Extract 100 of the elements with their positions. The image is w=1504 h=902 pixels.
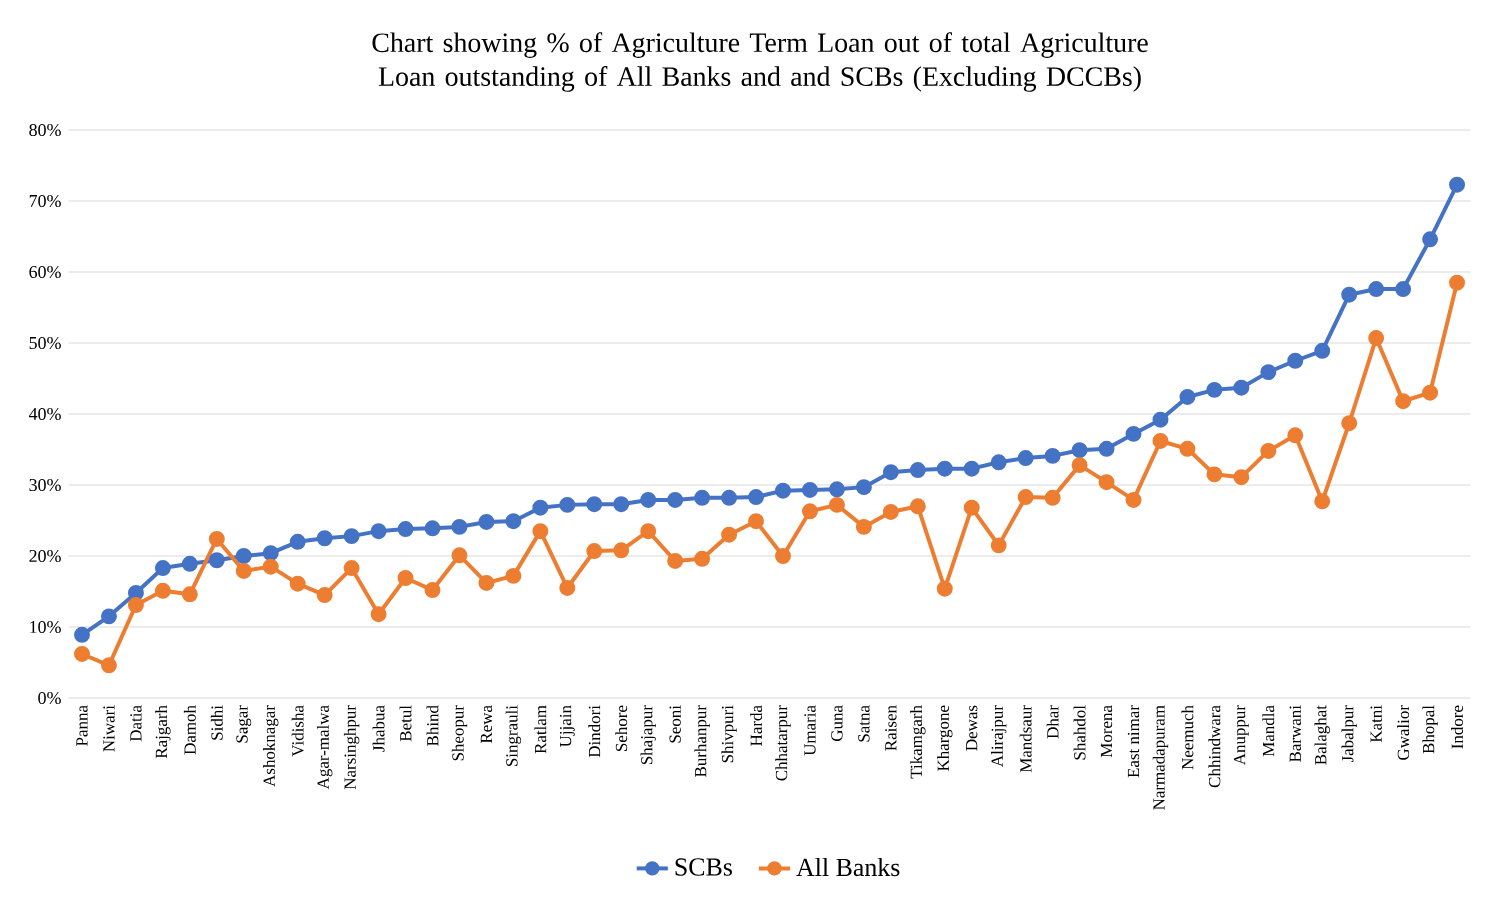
y-tick-label: 70% bbox=[29, 194, 61, 208]
point bbox=[613, 542, 630, 559]
y-tick-label: 30% bbox=[29, 478, 61, 492]
point bbox=[208, 552, 225, 569]
point bbox=[154, 582, 171, 599]
x-tick-label: Anuppur bbox=[1233, 705, 1249, 766]
point bbox=[127, 597, 144, 613]
point bbox=[74, 646, 90, 662]
point bbox=[1449, 274, 1466, 291]
point bbox=[694, 550, 711, 567]
y-tick-label: 80% bbox=[29, 123, 61, 137]
point bbox=[667, 552, 684, 569]
point bbox=[990, 537, 1007, 554]
point bbox=[397, 570, 414, 586]
point bbox=[235, 548, 252, 564]
x-tick-label: Balaghat bbox=[1314, 705, 1330, 765]
y-tick-label: 60% bbox=[29, 265, 61, 279]
point bbox=[343, 528, 360, 545]
x-tick-label: Shahdol bbox=[1073, 705, 1086, 760]
point bbox=[1017, 489, 1034, 506]
point bbox=[289, 575, 306, 592]
point bbox=[532, 499, 549, 516]
x-tick-label: Dewas bbox=[966, 705, 978, 751]
point bbox=[559, 496, 576, 513]
point bbox=[721, 526, 738, 543]
point bbox=[1125, 425, 1142, 442]
x-tick-label: Guna bbox=[831, 705, 843, 742]
point bbox=[1071, 457, 1088, 474]
point bbox=[478, 513, 495, 530]
point bbox=[343, 560, 360, 577]
point bbox=[559, 579, 576, 596]
point bbox=[1044, 447, 1061, 464]
point bbox=[262, 545, 279, 562]
point bbox=[505, 513, 522, 530]
y-tick-label: 10% bbox=[30, 620, 61, 634]
x-tick-label: Gwalior bbox=[1397, 705, 1410, 760]
x-tick-label: Sheopur bbox=[451, 705, 468, 761]
point bbox=[100, 657, 117, 674]
x-tick-label: Shajapur bbox=[640, 705, 656, 765]
point bbox=[1206, 466, 1223, 483]
point bbox=[748, 489, 765, 506]
point bbox=[181, 555, 198, 572]
x-tick-label: Niwari bbox=[103, 705, 115, 752]
point bbox=[262, 558, 279, 575]
point bbox=[1152, 433, 1169, 449]
point bbox=[1341, 286, 1358, 303]
point bbox=[855, 518, 872, 535]
point bbox=[936, 460, 953, 477]
x-tick-label: Tikamgarh bbox=[910, 705, 926, 779]
point bbox=[424, 520, 441, 537]
point bbox=[640, 523, 657, 540]
point bbox=[1287, 427, 1304, 444]
x-tick-label: Mandla bbox=[1262, 705, 1275, 757]
x-tick-label: Umaria bbox=[804, 705, 816, 756]
x-tick-label: Neemuch bbox=[1181, 705, 1194, 770]
point bbox=[1422, 384, 1439, 401]
x-tick-label: Betul bbox=[399, 705, 412, 742]
x-tick-label: Bhind bbox=[426, 705, 439, 746]
point bbox=[1125, 491, 1142, 508]
point bbox=[1449, 176, 1466, 193]
point bbox=[74, 626, 90, 643]
point bbox=[1098, 474, 1115, 491]
point bbox=[1314, 493, 1331, 510]
point bbox=[1233, 469, 1250, 486]
y-tick-label: 20% bbox=[29, 549, 61, 563]
x-tick-label: Vidisha bbox=[291, 705, 304, 757]
point bbox=[370, 606, 387, 623]
point bbox=[1179, 388, 1196, 405]
point bbox=[586, 543, 603, 560]
point bbox=[1098, 440, 1115, 457]
point bbox=[1395, 393, 1412, 410]
point bbox=[316, 530, 333, 547]
x-tick-label: Rajgarh bbox=[155, 705, 171, 759]
point bbox=[828, 481, 845, 498]
point bbox=[154, 560, 171, 577]
point bbox=[1422, 231, 1439, 248]
point bbox=[990, 454, 1007, 471]
point bbox=[963, 460, 980, 477]
point bbox=[1233, 379, 1250, 396]
point bbox=[801, 481, 818, 498]
point bbox=[1395, 281, 1412, 298]
legend-label: SCBs bbox=[675, 858, 732, 876]
point bbox=[801, 503, 818, 520]
point bbox=[316, 587, 333, 604]
x-tick-label: Chhatarpur bbox=[775, 705, 791, 781]
x-tick-label: Satna bbox=[858, 705, 870, 742]
point bbox=[586, 496, 603, 513]
x-tick-label: Panna bbox=[76, 705, 88, 746]
point bbox=[775, 548, 791, 564]
point bbox=[1206, 381, 1223, 398]
point bbox=[370, 523, 387, 540]
x-tick-label: Chhindwara bbox=[1208, 705, 1221, 788]
point bbox=[936, 580, 953, 597]
point bbox=[667, 491, 684, 508]
x-tick-label: Agar-malwa bbox=[316, 705, 333, 790]
point bbox=[882, 504, 899, 520]
point bbox=[181, 586, 198, 603]
x-tick-label: Narsinghpur bbox=[343, 705, 360, 790]
x-tick-label: Dhar bbox=[1046, 705, 1059, 739]
point bbox=[1260, 442, 1277, 459]
